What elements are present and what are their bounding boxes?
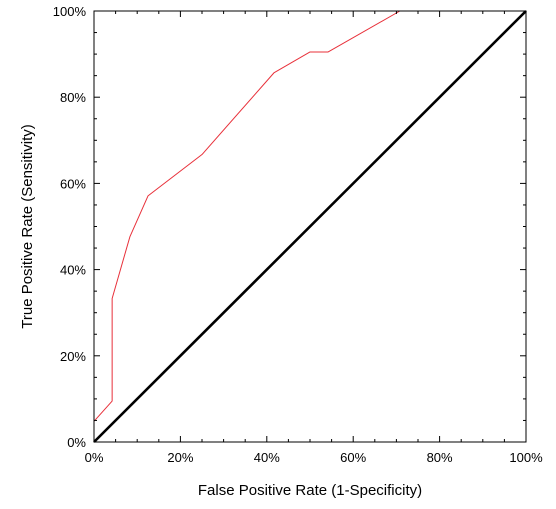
y-tick-label: 100% bbox=[53, 4, 87, 19]
roc-curve-line bbox=[93, 10, 526, 442]
x-tick-label: 60% bbox=[340, 450, 366, 465]
axis-ticks: 0% 20% 40% 60% 80% 100% 0% 20% 40% 60% 80% 100% bbox=[53, 4, 543, 465]
x-tick-label: 100% bbox=[509, 450, 543, 465]
y-tick-label: 80% bbox=[60, 90, 86, 105]
x-tick-label: 40% bbox=[254, 450, 280, 465]
x-tick-label: 20% bbox=[167, 450, 193, 465]
x-axis-title: False Positive Rate (1-Specificity) bbox=[198, 482, 422, 499]
x-tick-label: 80% bbox=[427, 450, 453, 465]
y-axis-title: True Positive Rate (Sensitivity) bbox=[19, 124, 36, 329]
y-tick-label: 40% bbox=[60, 263, 86, 278]
y-tick-label: 0% bbox=[67, 435, 86, 450]
plot-area bbox=[93, 10, 527, 443]
reference-diagonal-line bbox=[93, 10, 527, 443]
x-tick-label: 0% bbox=[85, 450, 104, 465]
y-tick-label: 20% bbox=[60, 349, 86, 364]
y-tick-label: 60% bbox=[60, 176, 86, 191]
